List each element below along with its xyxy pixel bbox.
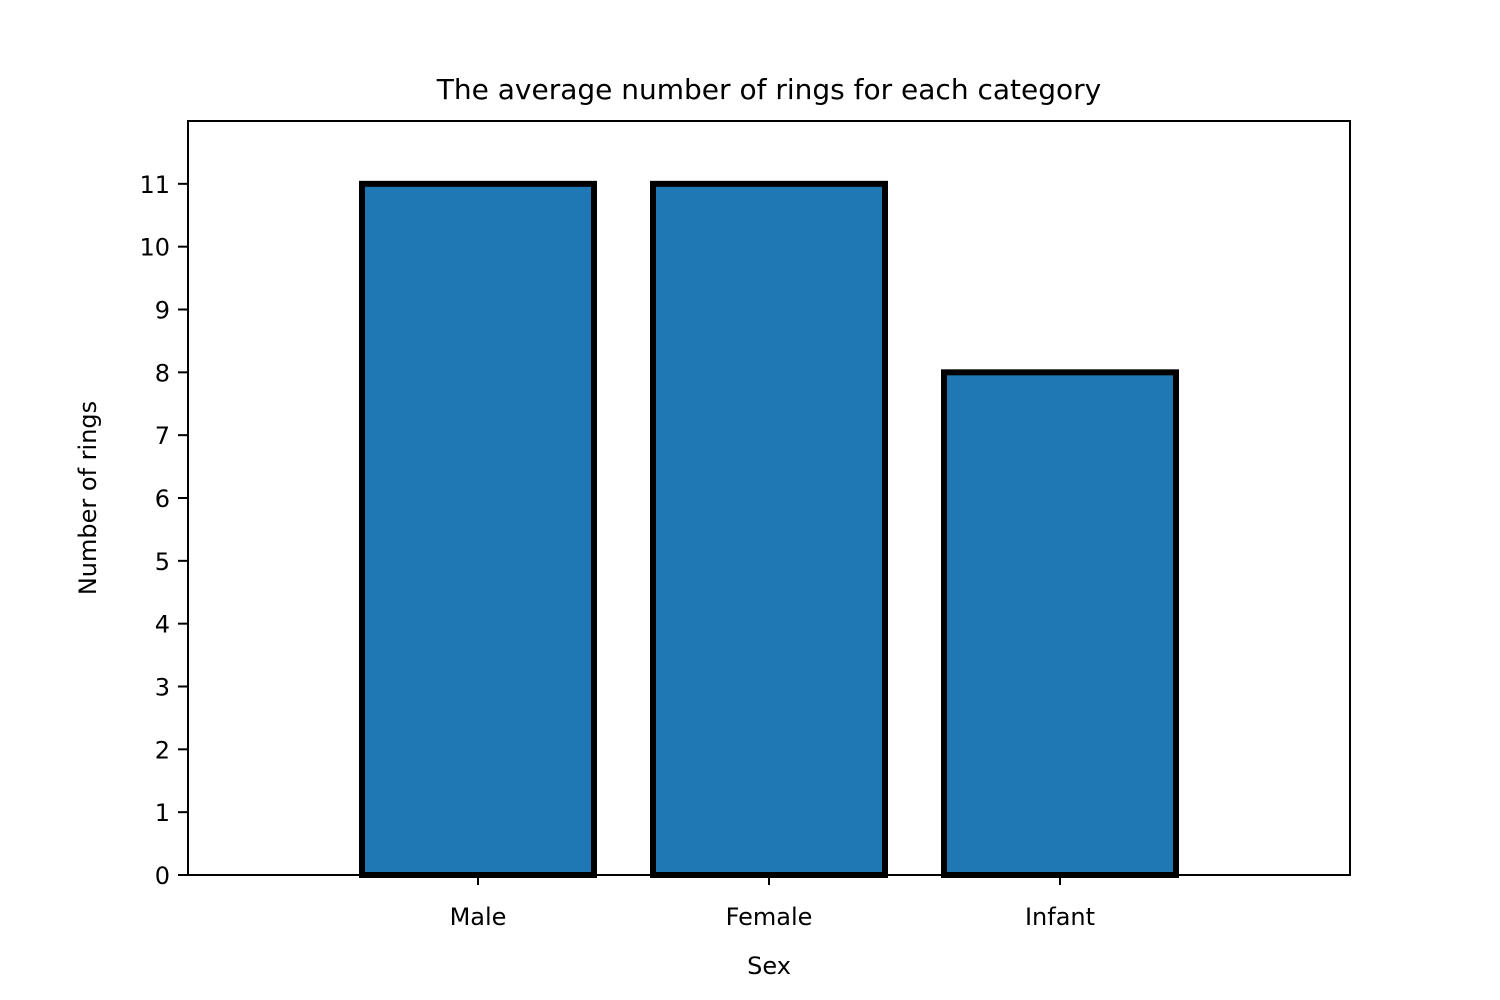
y-tick-label: 7 bbox=[155, 422, 170, 450]
y-tick-label: 11 bbox=[139, 171, 170, 199]
x-tick-label: Female bbox=[726, 903, 813, 931]
y-tick-label: 0 bbox=[155, 862, 170, 890]
y-tick-label: 9 bbox=[155, 297, 170, 325]
x-axis-ticks: Male Female Infant bbox=[450, 875, 1095, 931]
y-tick-label: 8 bbox=[155, 359, 170, 387]
bar-female bbox=[650, 180, 888, 879]
y-axis-ticks: 0 1 2 3 4 5 6 7 8 9 10 11 bbox=[139, 171, 188, 890]
x-tick-label: Male bbox=[450, 903, 507, 931]
y-tick-label: 5 bbox=[155, 548, 170, 576]
x-axis-label: Sex bbox=[747, 952, 791, 980]
y-tick-label: 10 bbox=[139, 234, 170, 262]
y-tick-label: 4 bbox=[155, 611, 170, 639]
y-tick-label: 6 bbox=[155, 485, 170, 513]
chart-title: The average number of rings for each cat… bbox=[436, 73, 1101, 106]
y-axis-label: Number of rings bbox=[74, 401, 102, 595]
bar-male bbox=[359, 180, 597, 879]
y-tick-label: 3 bbox=[155, 674, 170, 702]
bar-infant bbox=[941, 369, 1179, 878]
y-tick-label: 1 bbox=[155, 799, 170, 827]
axes-frame bbox=[187, 120, 1351, 876]
x-tick-label: Infant bbox=[1025, 903, 1095, 931]
bars-group bbox=[359, 180, 1179, 879]
y-tick-label: 2 bbox=[155, 736, 170, 764]
